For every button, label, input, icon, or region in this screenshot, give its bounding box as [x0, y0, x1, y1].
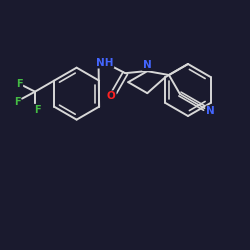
Text: O: O — [107, 91, 116, 101]
Text: N: N — [206, 106, 215, 116]
Text: N: N — [143, 60, 152, 70]
Text: F: F — [16, 79, 22, 89]
Text: F: F — [14, 97, 20, 107]
Text: NH: NH — [96, 58, 113, 68]
Text: F: F — [34, 105, 40, 115]
